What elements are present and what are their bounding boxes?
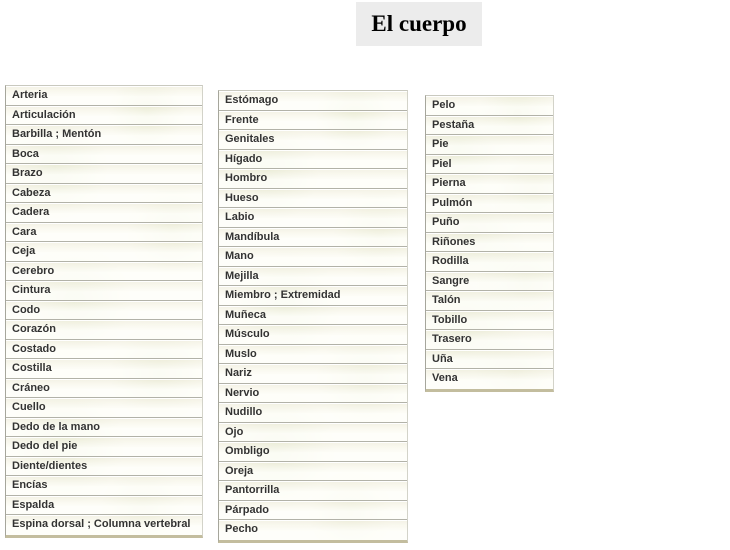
list-item[interactable]: Muñeca — [219, 305, 407, 325]
list-item[interactable]: Espalda — [6, 495, 202, 515]
list-item[interactable]: Talón — [426, 291, 553, 311]
page-title: El cuerpo — [371, 11, 467, 36]
list-item[interactable]: Dedo de la mano — [6, 417, 202, 437]
list-item[interactable]: Mano — [219, 247, 407, 267]
list-item[interactable]: Labio — [219, 208, 407, 228]
list-item[interactable]: Brazo — [6, 164, 202, 184]
list-item[interactable]: Estómago — [219, 91, 407, 111]
list-item[interactable]: Boca — [6, 144, 202, 164]
list-item[interactable]: Articulación — [6, 105, 202, 125]
list-item[interactable]: Muslo — [219, 344, 407, 364]
list-item[interactable]: Nudillo — [219, 403, 407, 423]
list-item[interactable]: Cabeza — [6, 183, 202, 203]
vocab-column-3: Pelo Pestaña Pie Piel Pierna Pulmón Puño Riñone… — [425, 95, 554, 392]
list-item[interactable]: Mejilla — [219, 266, 407, 286]
list-item[interactable]: Pulmón — [426, 193, 553, 213]
list-item[interactable]: Frente — [219, 110, 407, 130]
list-item[interactable]: Cara — [6, 222, 202, 242]
list-item[interactable]: Costado — [6, 339, 202, 359]
list-item[interactable]: Nervio — [219, 383, 407, 403]
list-item[interactable]: Pierna — [426, 174, 553, 194]
list-item[interactable]: Diente/dientes — [6, 456, 202, 476]
list-item[interactable]: Espina dorsal ; Columna vertebral — [6, 515, 202, 535]
list-item[interactable]: Músculo — [219, 325, 407, 345]
list-item[interactable]: Piel — [426, 154, 553, 174]
list-item[interactable]: Codo — [6, 300, 202, 320]
list-item[interactable]: Cadera — [6, 203, 202, 223]
list-item[interactable]: Vena — [426, 369, 553, 389]
page-title-box: El cuerpo — [356, 2, 482, 46]
list-item[interactable]: Tobillo — [426, 310, 553, 330]
list-item[interactable]: Hueso — [219, 188, 407, 208]
list-item[interactable]: Ceja — [6, 242, 202, 262]
list-item[interactable]: Miembro ; Extremidad — [219, 286, 407, 306]
list-item[interactable]: Barbilla ; Mentón — [6, 125, 202, 145]
list-item[interactable]: Arteria — [6, 86, 202, 106]
list-item[interactable]: Hígado — [219, 149, 407, 169]
list-item[interactable]: Pantorrilla — [219, 481, 407, 501]
list-item[interactable]: Hombro — [219, 169, 407, 189]
list-item[interactable]: Pestaña — [426, 115, 553, 135]
list-item[interactable]: Riñones — [426, 232, 553, 252]
list-item[interactable]: Puño — [426, 213, 553, 233]
list-item[interactable]: Dedo del pie — [6, 437, 202, 457]
list-item[interactable]: Nariz — [219, 364, 407, 384]
list-item[interactable]: Oreja — [219, 461, 407, 481]
list-item[interactable]: Rodilla — [426, 252, 553, 272]
list-item[interactable]: Pecho — [219, 520, 407, 540]
vocab-column-2: Estómago Frente Genitales Hígado Hombro Hueso… — [218, 90, 408, 543]
list-item[interactable]: Uña — [426, 349, 553, 369]
list-item[interactable]: Sangre — [426, 271, 553, 291]
list-item[interactable]: Pelo — [426, 96, 553, 116]
list-item[interactable]: Ombligo — [219, 442, 407, 462]
list-item[interactable]: Párpado — [219, 500, 407, 520]
list-item[interactable]: Trasero — [426, 330, 553, 350]
list-item[interactable]: Cuello — [6, 398, 202, 418]
list-item[interactable]: Cráneo — [6, 378, 202, 398]
vocab-column-1: Arteria Articulación Barbilla ; Mentón Boca… — [5, 85, 203, 538]
list-item[interactable]: Pie — [426, 135, 553, 155]
list-item[interactable]: Encías — [6, 476, 202, 496]
list-item[interactable]: Cerebro — [6, 261, 202, 281]
list-item[interactable]: Cintura — [6, 281, 202, 301]
list-item[interactable]: Mandíbula — [219, 227, 407, 247]
list-item[interactable]: Corazón — [6, 320, 202, 340]
list-item[interactable]: Ojo — [219, 422, 407, 442]
list-item[interactable]: Costilla — [6, 359, 202, 379]
list-item[interactable]: Genitales — [219, 130, 407, 150]
